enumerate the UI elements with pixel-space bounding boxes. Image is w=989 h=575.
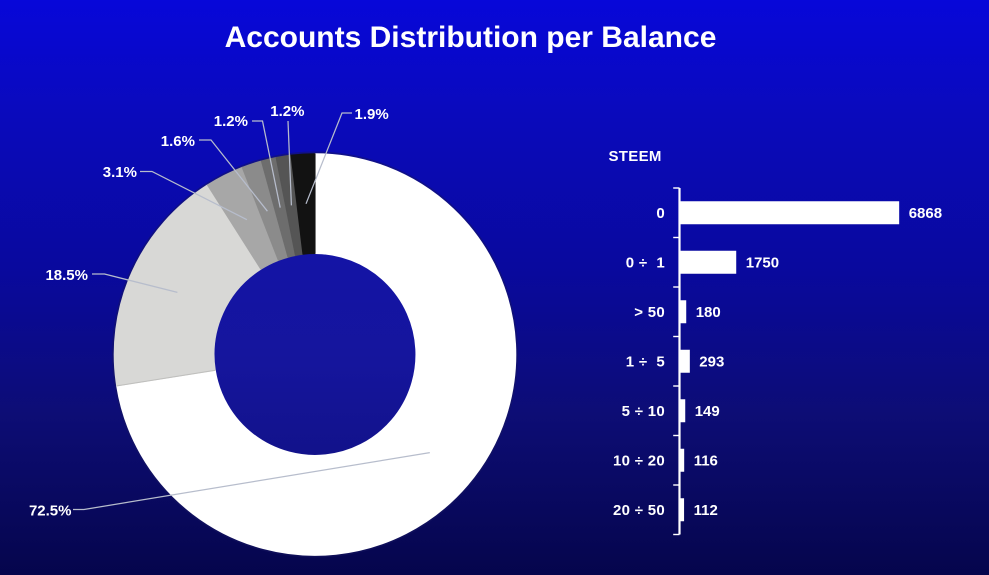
svg-text:10 ÷ 20: 10 ÷ 20 [613,453,665,470]
svg-text:116: 116 [694,453,718,470]
svg-text:20 ÷ 50: 20 ÷ 50 [613,502,665,519]
svg-text:3.1%: 3.1% [103,164,137,181]
svg-text:5 ÷ 10: 5 ÷ 10 [622,403,665,420]
svg-text:0: 0 [656,205,665,222]
svg-text:1.6%: 1.6% [161,133,195,150]
svg-text:149: 149 [695,403,720,420]
svg-text:STEEM: STEEM [609,148,662,165]
svg-text:72.5%: 72.5% [29,502,72,519]
svg-text:> 50: > 50 [634,304,665,321]
svg-text:1 ÷ 5: 1 ÷ 5 [626,354,665,371]
svg-text:1750: 1750 [746,255,779,272]
svg-text:1.9%: 1.9% [355,106,389,123]
svg-text:6868: 6868 [909,205,942,222]
svg-text:1.2%: 1.2% [270,103,304,120]
svg-text:0 ÷ 1: 0 ÷ 1 [626,255,665,272]
svg-text:112: 112 [694,502,718,519]
svg-text:1.2%: 1.2% [214,113,248,130]
svg-text:18.5%: 18.5% [45,267,88,284]
svg-text:180: 180 [696,304,721,321]
svg-text:293: 293 [699,354,724,371]
